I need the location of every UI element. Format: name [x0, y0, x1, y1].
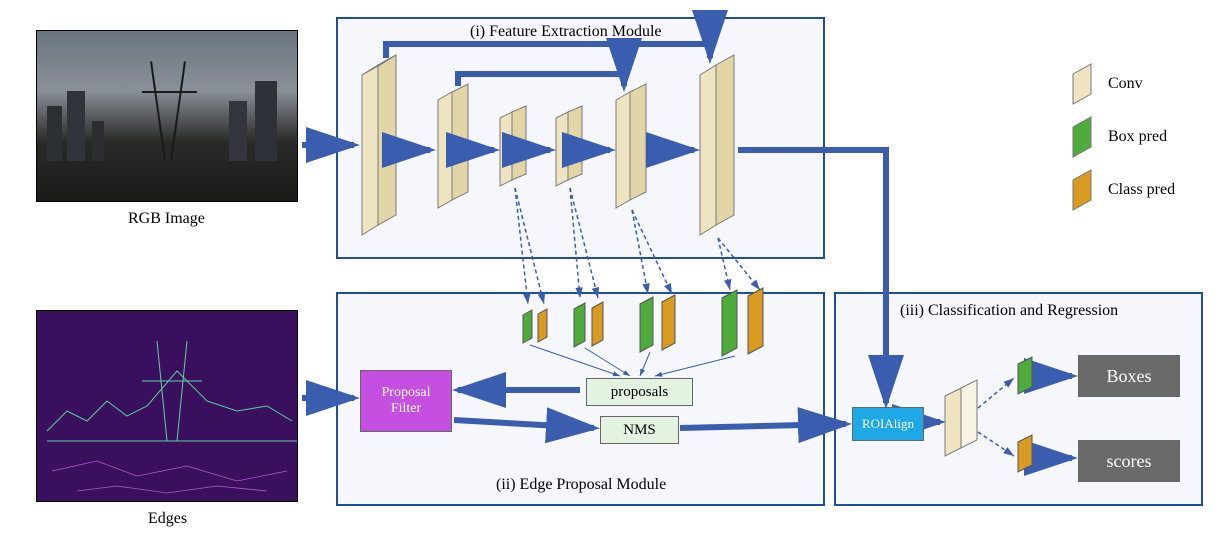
label-rgb-image: RGB Image: [128, 210, 205, 228]
label-module3: (iii) Classification and Regression: [900, 302, 1118, 320]
legend-conv: Conv: [1108, 75, 1143, 93]
block-proposals: proposals: [586, 378, 693, 406]
output-scores: scores: [1078, 440, 1180, 482]
rgb-image: [36, 30, 298, 202]
module-feature-extraction: [336, 17, 825, 259]
label-module1: (i) Feature Extraction Module: [470, 23, 662, 41]
block-proposal-filter: Proposal Filter: [360, 370, 452, 432]
legend-class-pred: Class pred: [1108, 181, 1175, 199]
label-module2: (ii) Edge Proposal Module: [496, 476, 666, 494]
label-edges: Edges: [148, 510, 187, 528]
legend-box-pred: Box pred: [1108, 128, 1167, 146]
edges-image: [36, 310, 298, 502]
block-nms: NMS: [600, 416, 679, 444]
output-boxes: Boxes: [1078, 355, 1180, 397]
block-roialign: ROIAlign: [852, 407, 924, 441]
diagram-root: RGB Image Edges (i) Feature Extraction M…: [0, 0, 1222, 560]
